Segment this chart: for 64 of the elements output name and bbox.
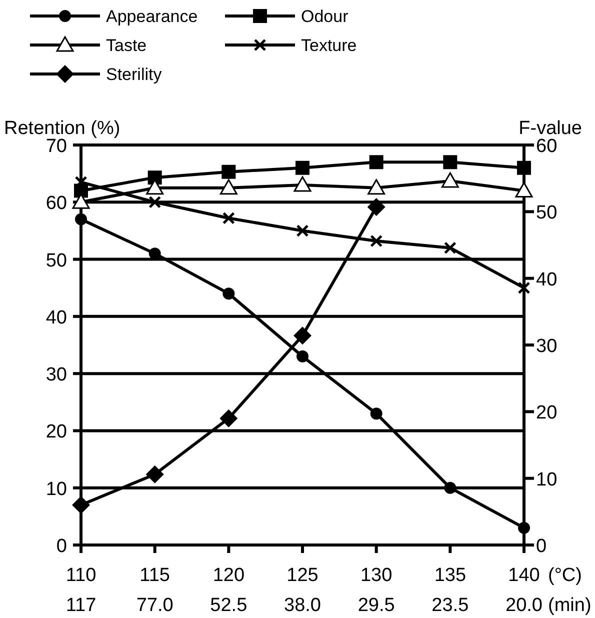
y-tick-label: 50 — [46, 250, 67, 272]
y-tick-label: 10 — [46, 478, 67, 500]
point — [518, 282, 530, 294]
text: 52.5 — [210, 595, 248, 616]
point — [220, 179, 238, 195]
legend-label: Sterility — [106, 65, 162, 84]
y-tick-label: 0 — [56, 536, 67, 557]
y2-tick-label: 0 — [536, 536, 547, 557]
point — [75, 213, 87, 226]
point — [220, 409, 238, 428]
point — [296, 350, 308, 362]
y-axis-title: Retention (%) — [4, 118, 120, 139]
point — [368, 179, 386, 195]
point — [222, 164, 236, 179]
point — [369, 155, 384, 170]
y-tick-label: 70 — [46, 136, 67, 157]
point — [296, 224, 309, 237]
x-tick-label: 120 — [212, 565, 245, 586]
text: 117 — [66, 595, 96, 616]
point — [444, 482, 456, 494]
x-tick-label: 130 — [360, 565, 392, 586]
legend-label: Odour — [301, 7, 349, 26]
point — [146, 465, 164, 484]
point — [367, 198, 386, 216]
text: (min) — [548, 595, 592, 616]
y-tick-label: 40 — [46, 307, 67, 328]
x-tick-label: 115 — [140, 565, 170, 586]
y2-tick-label: 30 — [536, 336, 558, 357]
point — [518, 522, 530, 534]
x-tick-label: 135 — [434, 565, 466, 586]
point — [370, 408, 382, 420]
point — [222, 212, 235, 224]
y-tick-label: 60 — [46, 193, 67, 214]
point — [443, 155, 458, 170]
legend-label: Texture — [301, 36, 357, 55]
point — [148, 196, 162, 208]
x-tick-label: 140 — [508, 565, 540, 586]
point — [294, 326, 312, 345]
point — [441, 172, 459, 188]
point — [222, 288, 235, 300]
x-tick-label: 125 — [286, 565, 318, 586]
legend-label: Taste — [106, 36, 147, 55]
y-tick-label: 30 — [46, 364, 67, 386]
text: 20.0 — [506, 595, 542, 616]
point — [296, 160, 310, 175]
point — [517, 160, 531, 175]
legend-label: Appearance — [106, 7, 198, 26]
point — [444, 242, 456, 254]
y2-tick-label: 60 — [536, 136, 558, 157]
text: 38.0 — [284, 595, 321, 616]
text: 77.0 — [136, 595, 174, 616]
point — [72, 496, 90, 514]
point — [294, 176, 312, 192]
y2-axis-title: F-value — [518, 118, 582, 139]
y2-tick-label: 20 — [536, 402, 558, 424]
y-tick-label: 20 — [46, 422, 67, 443]
text: 29.5 — [358, 595, 395, 616]
y2-tick-label: 50 — [536, 202, 558, 224]
y2-tick-label: 40 — [536, 269, 558, 290]
y2-tick-label: 10 — [536, 469, 558, 490]
point — [370, 234, 383, 248]
x-axis-title: (°C) — [548, 565, 582, 586]
x-tick-label: 110 — [66, 565, 96, 586]
text: 23.5 — [432, 595, 469, 616]
